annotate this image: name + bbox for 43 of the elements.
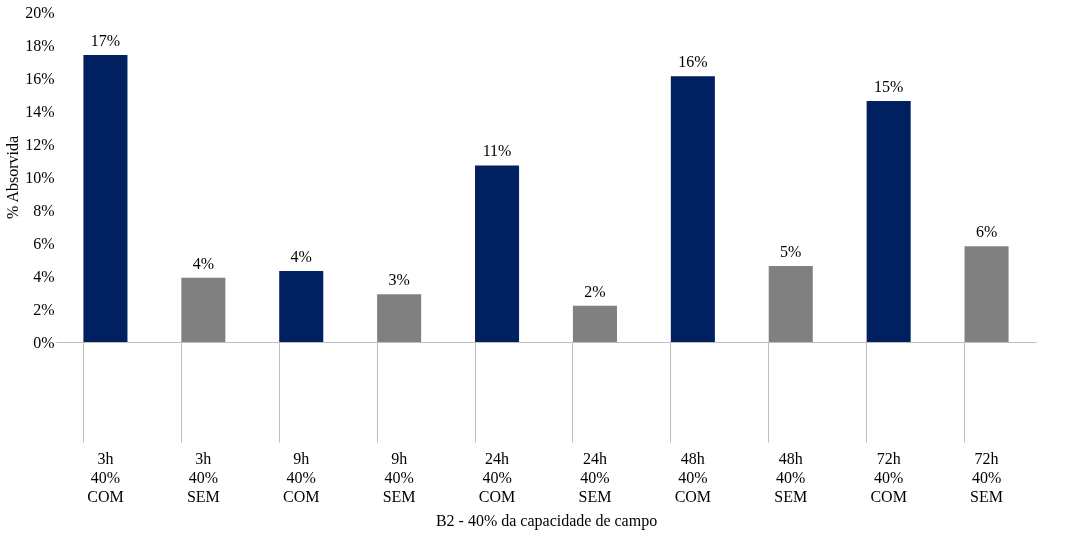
data-label: 15% xyxy=(873,78,904,96)
data-label: 4% xyxy=(290,248,312,266)
x-tick-label: 3h 40% COM xyxy=(87,449,124,505)
y-tick-label: 18% xyxy=(25,36,55,54)
x-tick-label: 3h 40% SEM xyxy=(186,449,220,505)
x-axis-title: B2 - 40% da capacidade de campo xyxy=(435,511,658,530)
y-tick-label: 2% xyxy=(33,300,55,318)
bar xyxy=(670,76,715,342)
bar xyxy=(181,277,226,342)
y-axis-title: % Absorvida xyxy=(4,135,22,220)
data-label: 11% xyxy=(482,142,512,160)
y-tick-label: 14% xyxy=(25,102,55,120)
x-tick-label: 24h 40% COM xyxy=(478,449,516,505)
data-label: 6% xyxy=(975,223,998,241)
bar xyxy=(83,54,128,342)
bar xyxy=(964,246,1009,342)
x-tick-label: 9h 40% SEM xyxy=(382,449,416,505)
y-tick-label: 4% xyxy=(33,267,55,285)
bar xyxy=(768,266,813,342)
y-tick-label: 6% xyxy=(33,234,55,252)
y-tick-label: 12% xyxy=(25,135,55,153)
y-tick-label: 0% xyxy=(33,333,55,351)
x-tick-label: 9h 40% COM xyxy=(283,449,320,505)
data-label: 4% xyxy=(192,254,215,272)
x-tick-label: 48h 40% SEM xyxy=(774,449,808,505)
x-tick-label: 72h 40% SEM xyxy=(970,449,1004,505)
bar xyxy=(475,165,520,342)
x-tick-label: 48h 40% COM xyxy=(674,449,712,505)
data-label: 5% xyxy=(780,243,802,261)
data-label: 3% xyxy=(388,271,410,289)
bar xyxy=(279,271,324,342)
bar xyxy=(377,294,422,342)
data-label: 17% xyxy=(90,31,121,49)
y-tick-label: 10% xyxy=(25,168,55,186)
y-tick-label: 20% xyxy=(25,3,55,21)
y-tick-label: 16% xyxy=(25,69,55,87)
x-tick-label: 72h 40% COM xyxy=(870,449,907,505)
bar xyxy=(572,305,617,342)
data-label: 16% xyxy=(678,53,708,71)
x-tick-label: 24h 40% SEM xyxy=(578,449,612,505)
bar xyxy=(866,101,911,342)
data-label: 2% xyxy=(584,282,606,300)
y-tick-label: 8% xyxy=(33,201,55,219)
